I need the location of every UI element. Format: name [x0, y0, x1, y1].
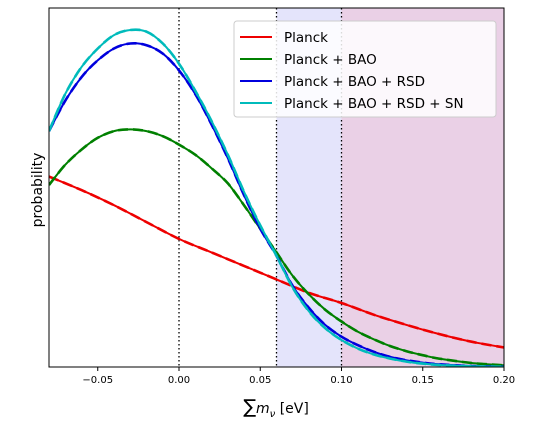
x-tick-label-2: 0.00: [168, 375, 190, 386]
x-axis-label-var: m: [256, 401, 270, 417]
series-group: [49, 28, 504, 367]
x-tick-label-4: 0.10: [330, 375, 352, 386]
x-tick-label-1: −0.05: [82, 375, 113, 386]
legend-label-3: Planck + BAO + RSD: [284, 74, 425, 90]
x-tick-label-5: 0.15: [412, 375, 434, 386]
legend: Planck Planck + BAO Planck + BAO + RSD Plan…: [233, 20, 497, 118]
legend-box: [233, 20, 497, 118]
x-tick-label-6: 0.20: [493, 375, 515, 386]
x-axis-label-unit: [eV]: [280, 401, 309, 417]
y-axis-label: probability: [30, 153, 46, 228]
x-tick-label-3: 0.05: [249, 375, 271, 386]
x-axis-label: ∑mν [eV]: [243, 396, 309, 420]
x-axis-label-symbol: ∑: [243, 396, 256, 418]
series-dashed-3: [49, 41, 504, 367]
legend-label-1: Planck: [284, 30, 328, 46]
plot-frame: [48, 7, 505, 368]
series-dashed-1: [49, 175, 504, 349]
x-axis-ticks: −0.05 0.00 0.05 0.10 0.15 0.20: [82, 367, 515, 386]
legend-label-4: Planck + BAO + RSD + SN: [284, 96, 464, 112]
series-dashed-4: [49, 28, 504, 367]
legend-label-2: Planck + BAO: [284, 52, 377, 68]
x-axis-label-sub: ν: [270, 409, 276, 420]
